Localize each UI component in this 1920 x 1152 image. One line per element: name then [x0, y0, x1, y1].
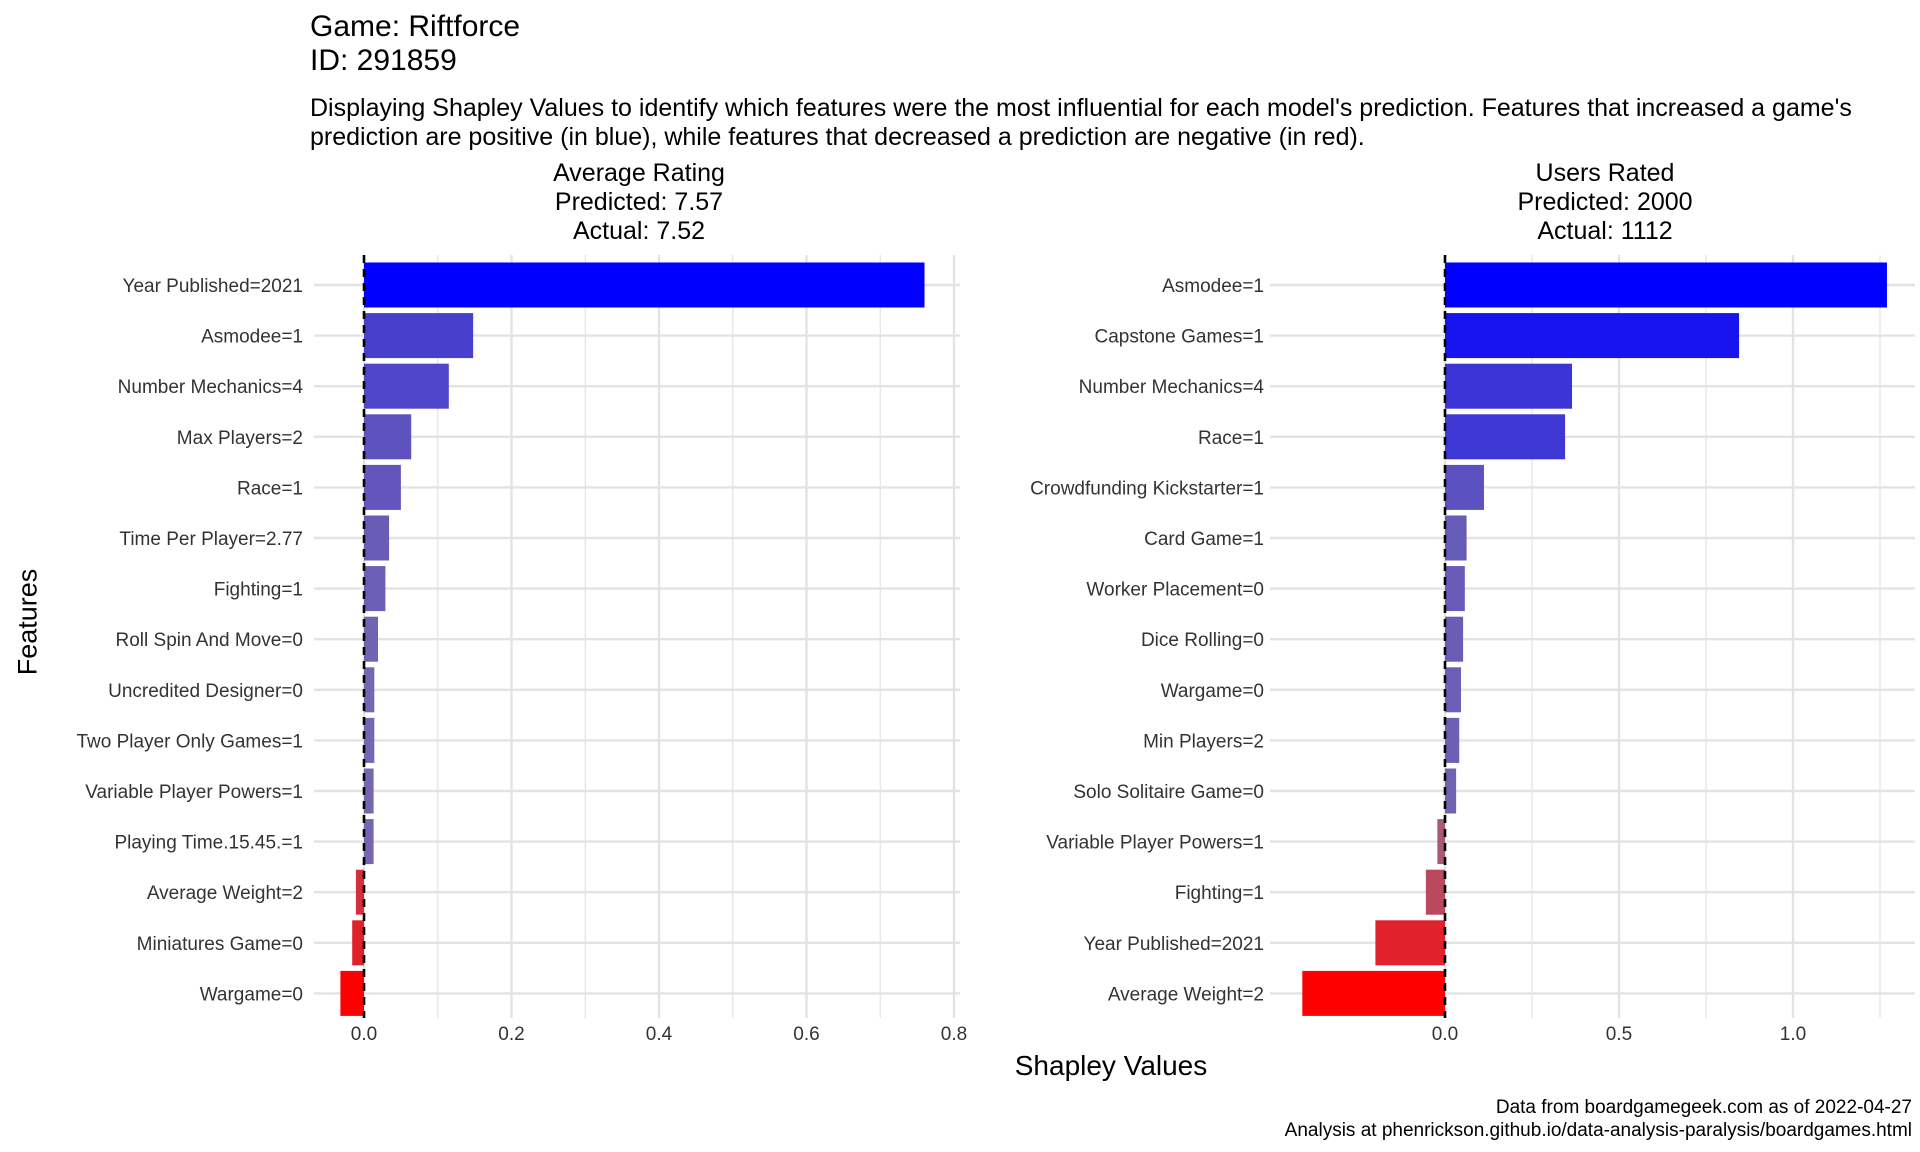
bar — [364, 464, 401, 510]
bar — [1425, 869, 1445, 915]
y-tick-label: Time Per Player=2.77 — [119, 529, 303, 550]
bar — [364, 414, 412, 460]
panel-title-line: Users Rated — [1535, 159, 1675, 187]
x-tick-label: 0.2 — [498, 1024, 524, 1045]
bar — [364, 566, 386, 612]
bar — [1445, 717, 1460, 763]
bar — [1445, 464, 1484, 510]
y-tick-label: Two Player Only Games=1 — [76, 731, 303, 752]
y-tick-label: Asmodee=1 — [1162, 276, 1264, 297]
y-tick-label: Year Published=2021 — [1084, 934, 1264, 955]
caption-analysis-link: Analysis at phenrickson.github.io/data-a… — [1284, 1120, 1912, 1141]
bar — [1375, 920, 1445, 966]
bar — [364, 313, 474, 359]
y-tick-label: Playing Time.15.45.=1 — [114, 833, 303, 854]
y-tick-label: Fighting=1 — [1175, 883, 1264, 904]
panel-title-line: Predicted: 2000 — [1517, 188, 1693, 216]
y-tick-label: Variable Player Powers=1 — [85, 782, 303, 803]
y-tick-label: Fighting=1 — [214, 580, 303, 601]
y-tick-label: Min Players=2 — [1143, 731, 1264, 752]
x-tick-label: 0.0 — [351, 1024, 377, 1045]
bar — [1445, 768, 1457, 814]
panel-title-line: Actual: 1112 — [1537, 217, 1673, 245]
x-tick-label: 0.4 — [646, 1024, 673, 1045]
panel-title-average-rating: Average Rating Predicted: 7.57 Actual: 7… — [339, 159, 939, 246]
x-axis-label: Shapley Values — [1014, 1050, 1208, 1081]
bar — [1302, 970, 1445, 1016]
y-tick-label: Wargame=0 — [200, 984, 303, 1005]
x-tick-label: 1.0 — [1780, 1024, 1806, 1045]
y-tick-label: Variable Player Powers=1 — [1046, 833, 1264, 854]
panel-title-line: Average Rating — [553, 159, 725, 187]
bar — [364, 717, 375, 763]
bar — [364, 768, 374, 814]
y-tick-label: Crowdfunding Kickstarter=1 — [1030, 478, 1264, 499]
y-tick-label: Max Players=2 — [177, 428, 303, 449]
bar — [364, 819, 374, 865]
bar — [1445, 616, 1464, 662]
bar — [364, 616, 379, 662]
bar — [364, 667, 375, 713]
x-tick-label: 0.5 — [1606, 1024, 1632, 1045]
bar — [364, 363, 449, 409]
y-tick-label: Uncredited Designer=0 — [108, 681, 303, 702]
bar — [355, 869, 364, 915]
chart-title-game: Game: Riftforce — [310, 10, 521, 43]
y-tick-label: Average Weight=2 — [147, 883, 303, 904]
bar — [364, 262, 925, 308]
y-tick-label: Capstone Games=1 — [1094, 327, 1264, 348]
y-tick-label: Solo Solitaire Game=0 — [1073, 782, 1264, 803]
x-tick-label: 0.6 — [793, 1024, 819, 1045]
y-tick-label: Race=1 — [1198, 428, 1264, 449]
bar — [340, 970, 364, 1016]
y-tick-label: Miniatures Game=0 — [137, 934, 303, 955]
bar — [364, 515, 390, 561]
chart-subtitle: Displaying Shapley Values to identify wh… — [310, 94, 1852, 151]
bar — [1445, 363, 1573, 409]
x-tick-label: 0.0 — [1432, 1024, 1458, 1045]
y-tick-label: Number Mechanics=4 — [118, 377, 304, 398]
y-tick-label: Wargame=0 — [1161, 681, 1264, 702]
bar — [1445, 566, 1465, 612]
bar — [352, 920, 364, 966]
y-tick-label: Dice Rolling=0 — [1141, 630, 1264, 651]
y-tick-label: Average Weight=2 — [1108, 984, 1264, 1005]
x-tick-label: 0.8 — [941, 1024, 967, 1045]
bar — [1445, 262, 1887, 308]
y-tick-label: Number Mechanics=4 — [1079, 377, 1265, 398]
bar — [1437, 819, 1445, 865]
bar — [1445, 414, 1566, 460]
bar — [1445, 515, 1467, 561]
y-tick-label: Card Game=1 — [1144, 529, 1264, 550]
y-tick-label: Year Published=2021 — [123, 276, 303, 297]
bar — [1445, 667, 1462, 713]
y-tick-label: Race=1 — [237, 478, 303, 499]
panel-title-line: Predicted: 7.57 — [554, 188, 724, 216]
bar — [1445, 313, 1740, 359]
y-tick-label: Worker Placement=0 — [1086, 580, 1264, 601]
y-tick-label: Roll Spin And Move=0 — [116, 630, 303, 651]
caption-data-source: Data from boardgamegeek.com as of 2022-0… — [1495, 1097, 1912, 1118]
panel-title-users-rated: Users Rated Predicted: 2000 Actual: 1112 — [1305, 159, 1905, 246]
y-tick-label: Asmodee=1 — [201, 327, 303, 348]
panel-title-line: Actual: 7.52 — [572, 217, 706, 245]
y-axis-label: Features — [12, 568, 43, 676]
chart-title-id: ID: 291859 — [310, 44, 457, 77]
